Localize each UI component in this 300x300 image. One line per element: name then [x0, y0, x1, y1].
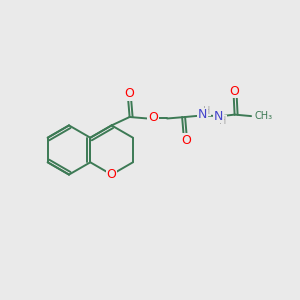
- Text: N: N: [214, 110, 224, 123]
- Text: O: O: [124, 87, 134, 100]
- Text: N: N: [197, 108, 207, 122]
- Text: O: O: [148, 111, 158, 124]
- Text: H: H: [203, 106, 210, 116]
- Text: H: H: [219, 116, 226, 126]
- Text: O: O: [230, 85, 239, 98]
- Text: CH₃: CH₃: [255, 111, 273, 121]
- Text: O: O: [107, 168, 116, 181]
- Text: O: O: [181, 134, 190, 147]
